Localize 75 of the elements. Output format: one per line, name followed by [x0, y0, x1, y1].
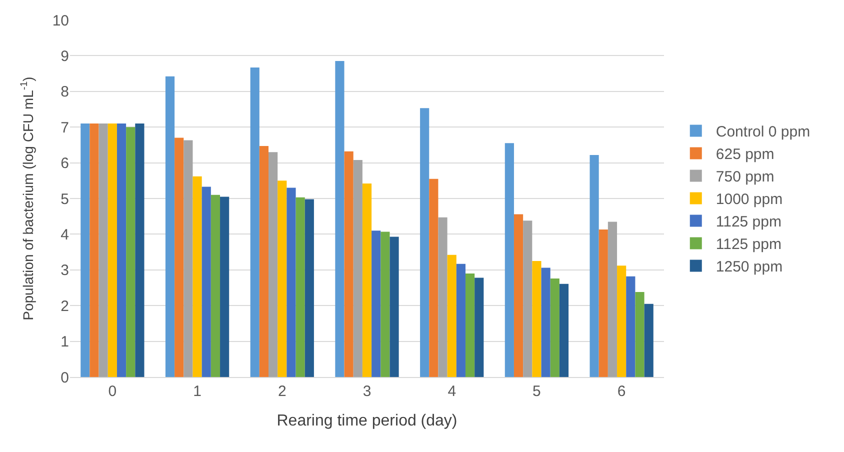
y-tick-label: 5 [60, 190, 69, 208]
x-tick-label: 1 [193, 383, 202, 400]
bar [372, 230, 381, 377]
y-tick-label: 0 [60, 369, 69, 386]
bar [108, 124, 117, 377]
bar [259, 146, 269, 377]
y-tick-label: 4 [60, 226, 69, 244]
legend-label: 1250 ppm [716, 258, 783, 276]
bar [456, 264, 466, 377]
bar [429, 178, 438, 377]
bar [504, 143, 514, 377]
bar [98, 124, 108, 377]
x-tick-label: 3 [362, 383, 372, 400]
bar [362, 184, 372, 377]
bar [559, 284, 569, 377]
x-tick-label: 6 [617, 383, 626, 400]
bar [80, 124, 90, 377]
bar [541, 268, 550, 377]
bar [165, 76, 175, 377]
bar [438, 217, 448, 377]
y-tick-label: 8 [60, 84, 69, 101]
bar [192, 176, 202, 377]
bar [590, 154, 599, 377]
bar [353, 160, 362, 377]
x-axis-title: Rearing time period (day) [276, 412, 458, 430]
bar [380, 232, 390, 377]
y-tick-label: 6 [60, 155, 69, 172]
bar [90, 124, 99, 377]
bar [220, 196, 230, 377]
y-tick-label: 2 [60, 298, 69, 315]
bar [598, 230, 608, 377]
legend-label: 1125 ppm [716, 214, 782, 231]
bar [296, 197, 305, 377]
y-tick-label: 1 [60, 334, 69, 351]
x-tick-label: 2 [278, 383, 286, 400]
bar [184, 140, 193, 377]
bar [635, 292, 644, 377]
bar [644, 304, 654, 377]
bar [523, 220, 532, 377]
bar [286, 188, 296, 377]
bar [344, 151, 354, 377]
y-tick-label: 7 [60, 119, 69, 136]
bar [420, 108, 430, 377]
bar [617, 266, 626, 377]
legend-label: 1125 ppm [716, 236, 782, 254]
legend-label: Control 0 ppm [716, 124, 810, 141]
bar [268, 152, 278, 377]
x-tick-label: 5 [532, 383, 541, 400]
bar [210, 194, 220, 377]
y-tick-label: 10 [52, 12, 69, 30]
legend-label: 625 ppm [716, 146, 774, 164]
bar [447, 254, 456, 377]
y-tick-label: 3 [60, 262, 69, 280]
bar [465, 273, 475, 377]
bar [608, 222, 618, 377]
bar [335, 61, 344, 377]
x-tick-label: 4 [448, 383, 456, 400]
bar [474, 278, 484, 377]
bar [116, 124, 126, 377]
bar [135, 124, 144, 377]
bar [390, 236, 399, 377]
bar [174, 138, 184, 377]
y-tick-label: 9 [60, 48, 69, 65]
bar [532, 260, 542, 377]
bar [514, 214, 524, 377]
bar [250, 67, 260, 377]
x-tick-label: 0 [108, 383, 117, 400]
bar [202, 186, 211, 377]
legend-label: 750 ppm [716, 168, 774, 186]
bar [626, 276, 636, 377]
legend-label: 1000 ppm [716, 191, 783, 208]
bar [550, 278, 560, 377]
bar [304, 199, 314, 377]
bar [126, 127, 136, 377]
bar [278, 180, 287, 377]
